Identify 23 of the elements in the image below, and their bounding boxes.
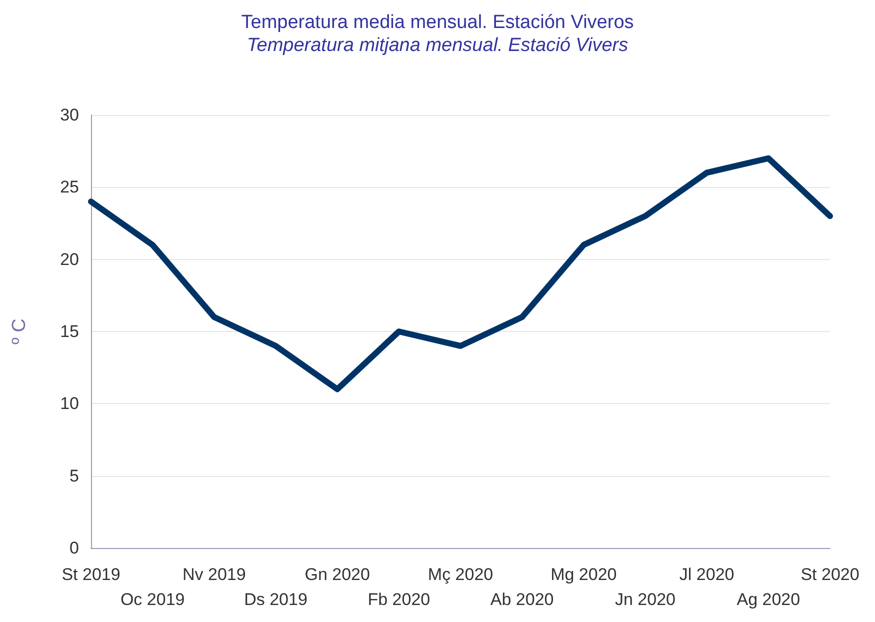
x-tick-label: Ds 2019	[244, 590, 308, 609]
x-tick-label: Gn 2020	[304, 565, 370, 584]
chart-title: Temperatura media mensual. Estación Viveros	[241, 12, 634, 33]
y-tick-label: 20	[60, 250, 79, 269]
x-tick-label: Mç 2020	[428, 565, 494, 584]
y-tick-label: 0	[70, 538, 79, 558]
x-tick-label: St 2020	[800, 565, 860, 584]
y-tick-label: 15	[60, 322, 79, 341]
x-tick-label: Jl 2020	[679, 565, 734, 584]
y-tick-label: 5	[70, 466, 79, 486]
x-tick-label: Jn 2020	[615, 590, 676, 609]
x-tick-label: Fb 2020	[368, 590, 430, 609]
x-tick-label: Ab 2020	[490, 590, 554, 609]
chart-subtitle: Temperatura mitjana mensual. Estació Vivers	[246, 35, 629, 56]
x-tick-label: Nv 2019	[182, 565, 246, 584]
y-tick-label: 25	[60, 178, 79, 197]
y-tick-label: 10	[60, 394, 79, 414]
x-tick-label: Ag 2020	[736, 590, 800, 609]
y-tick-label: 30	[60, 106, 79, 124]
x-tick-label: Oc 2019	[120, 590, 185, 609]
y-axis-title: º C	[9, 318, 30, 344]
x-tick-label: Mg 2020	[550, 565, 617, 584]
x-tick-label: St 2019	[62, 565, 120, 584]
